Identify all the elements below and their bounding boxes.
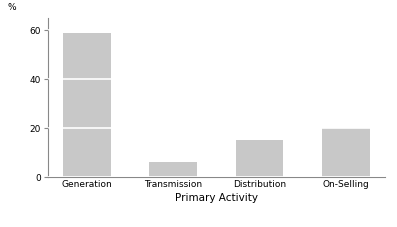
X-axis label: Primary Activity: Primary Activity (175, 193, 258, 203)
Bar (63, 33, 110, 177)
Bar (236, 140, 283, 177)
Bar (149, 162, 197, 177)
Text: %: % (7, 3, 16, 12)
Bar (322, 128, 370, 177)
